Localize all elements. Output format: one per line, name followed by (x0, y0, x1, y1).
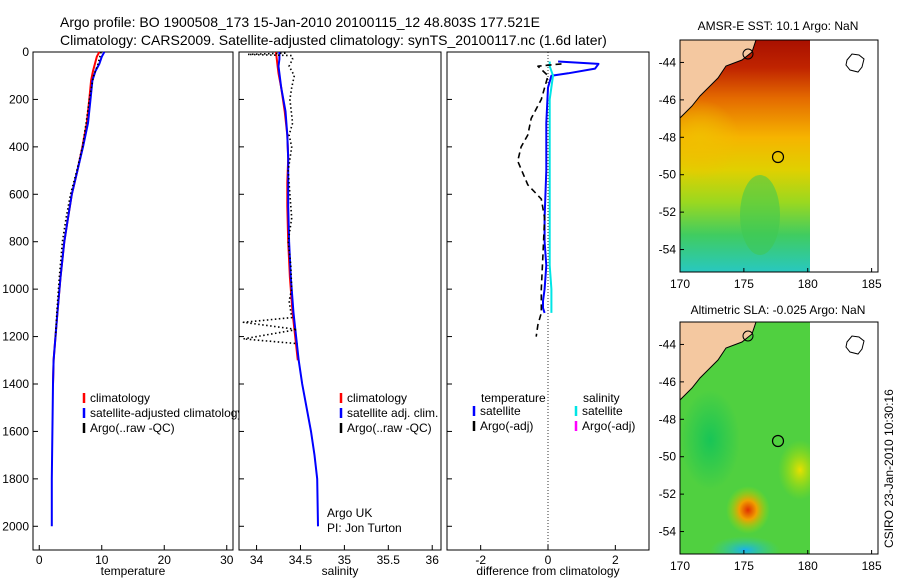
sla-green-patch (680, 390, 740, 490)
salinity-xtick-label: 34 (250, 553, 264, 567)
salinity-annotation-line: Argo UK (327, 506, 372, 520)
depth-tick-label: 1600 (2, 424, 29, 438)
sla-map-title: Altimetric SLA: -0.025 Argo: NaN (691, 303, 866, 317)
sst-map-lat-label: -52 (659, 205, 677, 219)
sla-map-lat-label: -44 (659, 337, 677, 351)
sst-map-axes: 170 175 180 185 -44 -46 -48 -50 -52 -54 (659, 55, 882, 291)
sla-map-lon-label: 175 (734, 559, 754, 573)
sla-island-marker (742, 330, 754, 342)
sst-map-lon-label: 170 (670, 277, 690, 291)
sla-map-lon-label: 185 (862, 559, 882, 573)
sst-map-lat-label: -46 (659, 93, 677, 107)
sst-map-lon-label: 180 (798, 277, 818, 291)
legend-header-salinity: salinity (583, 391, 620, 405)
temperature-xlabel: temperature (101, 564, 166, 578)
depth-tick-label: 600 (9, 187, 29, 201)
difference-series-temperature-satellite (542, 60, 600, 314)
depth-tick-label: 200 (9, 92, 29, 106)
salinity-xtick-label: 35.5 (377, 553, 401, 567)
depth-tick-label: 0 (22, 45, 29, 59)
sst-map-lon-label: 185 (862, 277, 882, 291)
depth-tick-label: 2000 (2, 519, 29, 533)
csiro-timestamp: CSIRO 23-Jan-2010 10:30:16 (882, 389, 896, 548)
salinity-annotation-line: PI: Jon Turton (327, 521, 402, 535)
figure-title-line1: Argo profile: BO 1900508_173 15-Jan-2010… (60, 14, 540, 30)
difference-xlabel: difference from climatology (476, 564, 619, 578)
depth-tick-label: 1000 (2, 282, 29, 296)
salinity-frame (238, 51, 442, 551)
difference-legend-label: satellite (582, 404, 623, 418)
difference-xtick-label: 2 (612, 553, 619, 567)
sst-map-panel: AMSR-E SST: 10.1 Argo: NaN 170 175 180 185 -… (659, 19, 882, 291)
sst-warm-patch (680, 100, 740, 180)
difference-xtick-label: 0 (545, 553, 552, 567)
sla-nz-land (680, 322, 757, 401)
salinity-xtick-label: 34.5 (289, 553, 313, 567)
temperature-xtick-label: 30 (220, 553, 234, 567)
sst-map-lat-label: -50 (659, 168, 677, 182)
sst-green-tongue (740, 175, 780, 255)
difference-legend-label: Argo(-adj) (480, 419, 533, 433)
difference-legend-label: satellite (480, 404, 521, 418)
sla-low-anomaly (710, 536, 780, 554)
depth-tick-label: 1400 (2, 377, 29, 391)
difference-xtick-label: -2 (475, 553, 486, 567)
sst-map-frame (679, 39, 879, 273)
legend-header-temperature: temperature (481, 391, 546, 405)
salinity-legend-label: climatology (347, 391, 407, 405)
sla-yellow-patch (778, 440, 810, 500)
sla-map-frame (679, 321, 879, 555)
sst-island-marker (742, 48, 754, 60)
difference-series-salinity-satellite (548, 61, 554, 313)
temperature-xtick-label: 20 (158, 553, 172, 567)
sst-map-lon-label: 175 (734, 277, 754, 291)
sst-map-lat-label: -48 (659, 130, 677, 144)
salinity-panel: 34 34.5 35 35.5 36 salinity climatologysatelli… (238, 51, 442, 578)
figure-title-line2: Climatology: CARS2009. Satellite-adjuste… (60, 32, 607, 48)
sla-high-anomaly (726, 486, 770, 534)
temperature-legend-label: satellite-adjusted climatology (90, 406, 243, 420)
sla-outlying-island (845, 335, 865, 355)
sst-map-lat-label: -44 (659, 55, 677, 69)
salinity-xtick-label: 36 (426, 553, 440, 567)
salinity-xtick-label: 35 (338, 553, 352, 567)
salinity-legend-label: satellite adj. clim. (347, 406, 438, 420)
salinity-legend-label: Argo(..raw -QC) (347, 421, 432, 435)
temperature-xtick-label: 10 (95, 553, 109, 567)
sst-outlying-island (845, 53, 865, 73)
salinity-xlabel: salinity (322, 564, 359, 578)
sla-map-lon-label: 170 (670, 559, 690, 573)
sla-map-lat-label: -54 (659, 525, 677, 539)
sla-map-lat-label: -48 (659, 412, 677, 426)
depth-tick-label: 800 (9, 235, 29, 249)
nz-land (680, 40, 757, 119)
sla-argo-position-marker (771, 434, 785, 448)
sla-map-lat-label: -46 (659, 375, 677, 389)
sla-map-panel: Altimetric SLA: -0.025 Argo: NaN 170 175 1… (659, 303, 882, 573)
depth-tick-label: 1200 (2, 330, 29, 344)
temperature-legend-label: Argo(..raw -QC) (90, 421, 175, 435)
sla-map-lat-label: -50 (659, 450, 677, 464)
sla-map-lat-label: -52 (659, 487, 677, 501)
difference-legend-label: Argo(-adj) (582, 419, 635, 433)
temperature-panel: 0 10 20 30 temperature 0 200 400 600 800 1000 1200 1… (2, 45, 243, 578)
sst-map-lat-label: -54 (659, 243, 677, 257)
sst-argo-position-marker (771, 150, 785, 164)
temperature-series-argo-raw-qc- (54, 51, 102, 337)
depth-tick-label: 400 (9, 140, 29, 154)
difference-frame (446, 51, 650, 551)
depth-tick-label: 1800 (2, 472, 29, 486)
salinity-series-argo-raw-qc- (242, 52, 298, 345)
salinity-series-satellite-adj-clim- (277, 52, 319, 527)
temperature-frame (32, 51, 234, 551)
sla-map-lon-label: 180 (798, 559, 818, 573)
sst-map-title: AMSR-E SST: 10.1 Argo: NaN (698, 19, 859, 33)
sla-map-axes: 170 175 180 185 -44 -46 -48 -50 -52 -54 (659, 337, 882, 573)
difference-series-temperature-argo-adj- (516, 63, 562, 337)
temperature-xtick-label: 0 (36, 553, 43, 567)
temperature-legend-label: climatology (90, 391, 150, 405)
